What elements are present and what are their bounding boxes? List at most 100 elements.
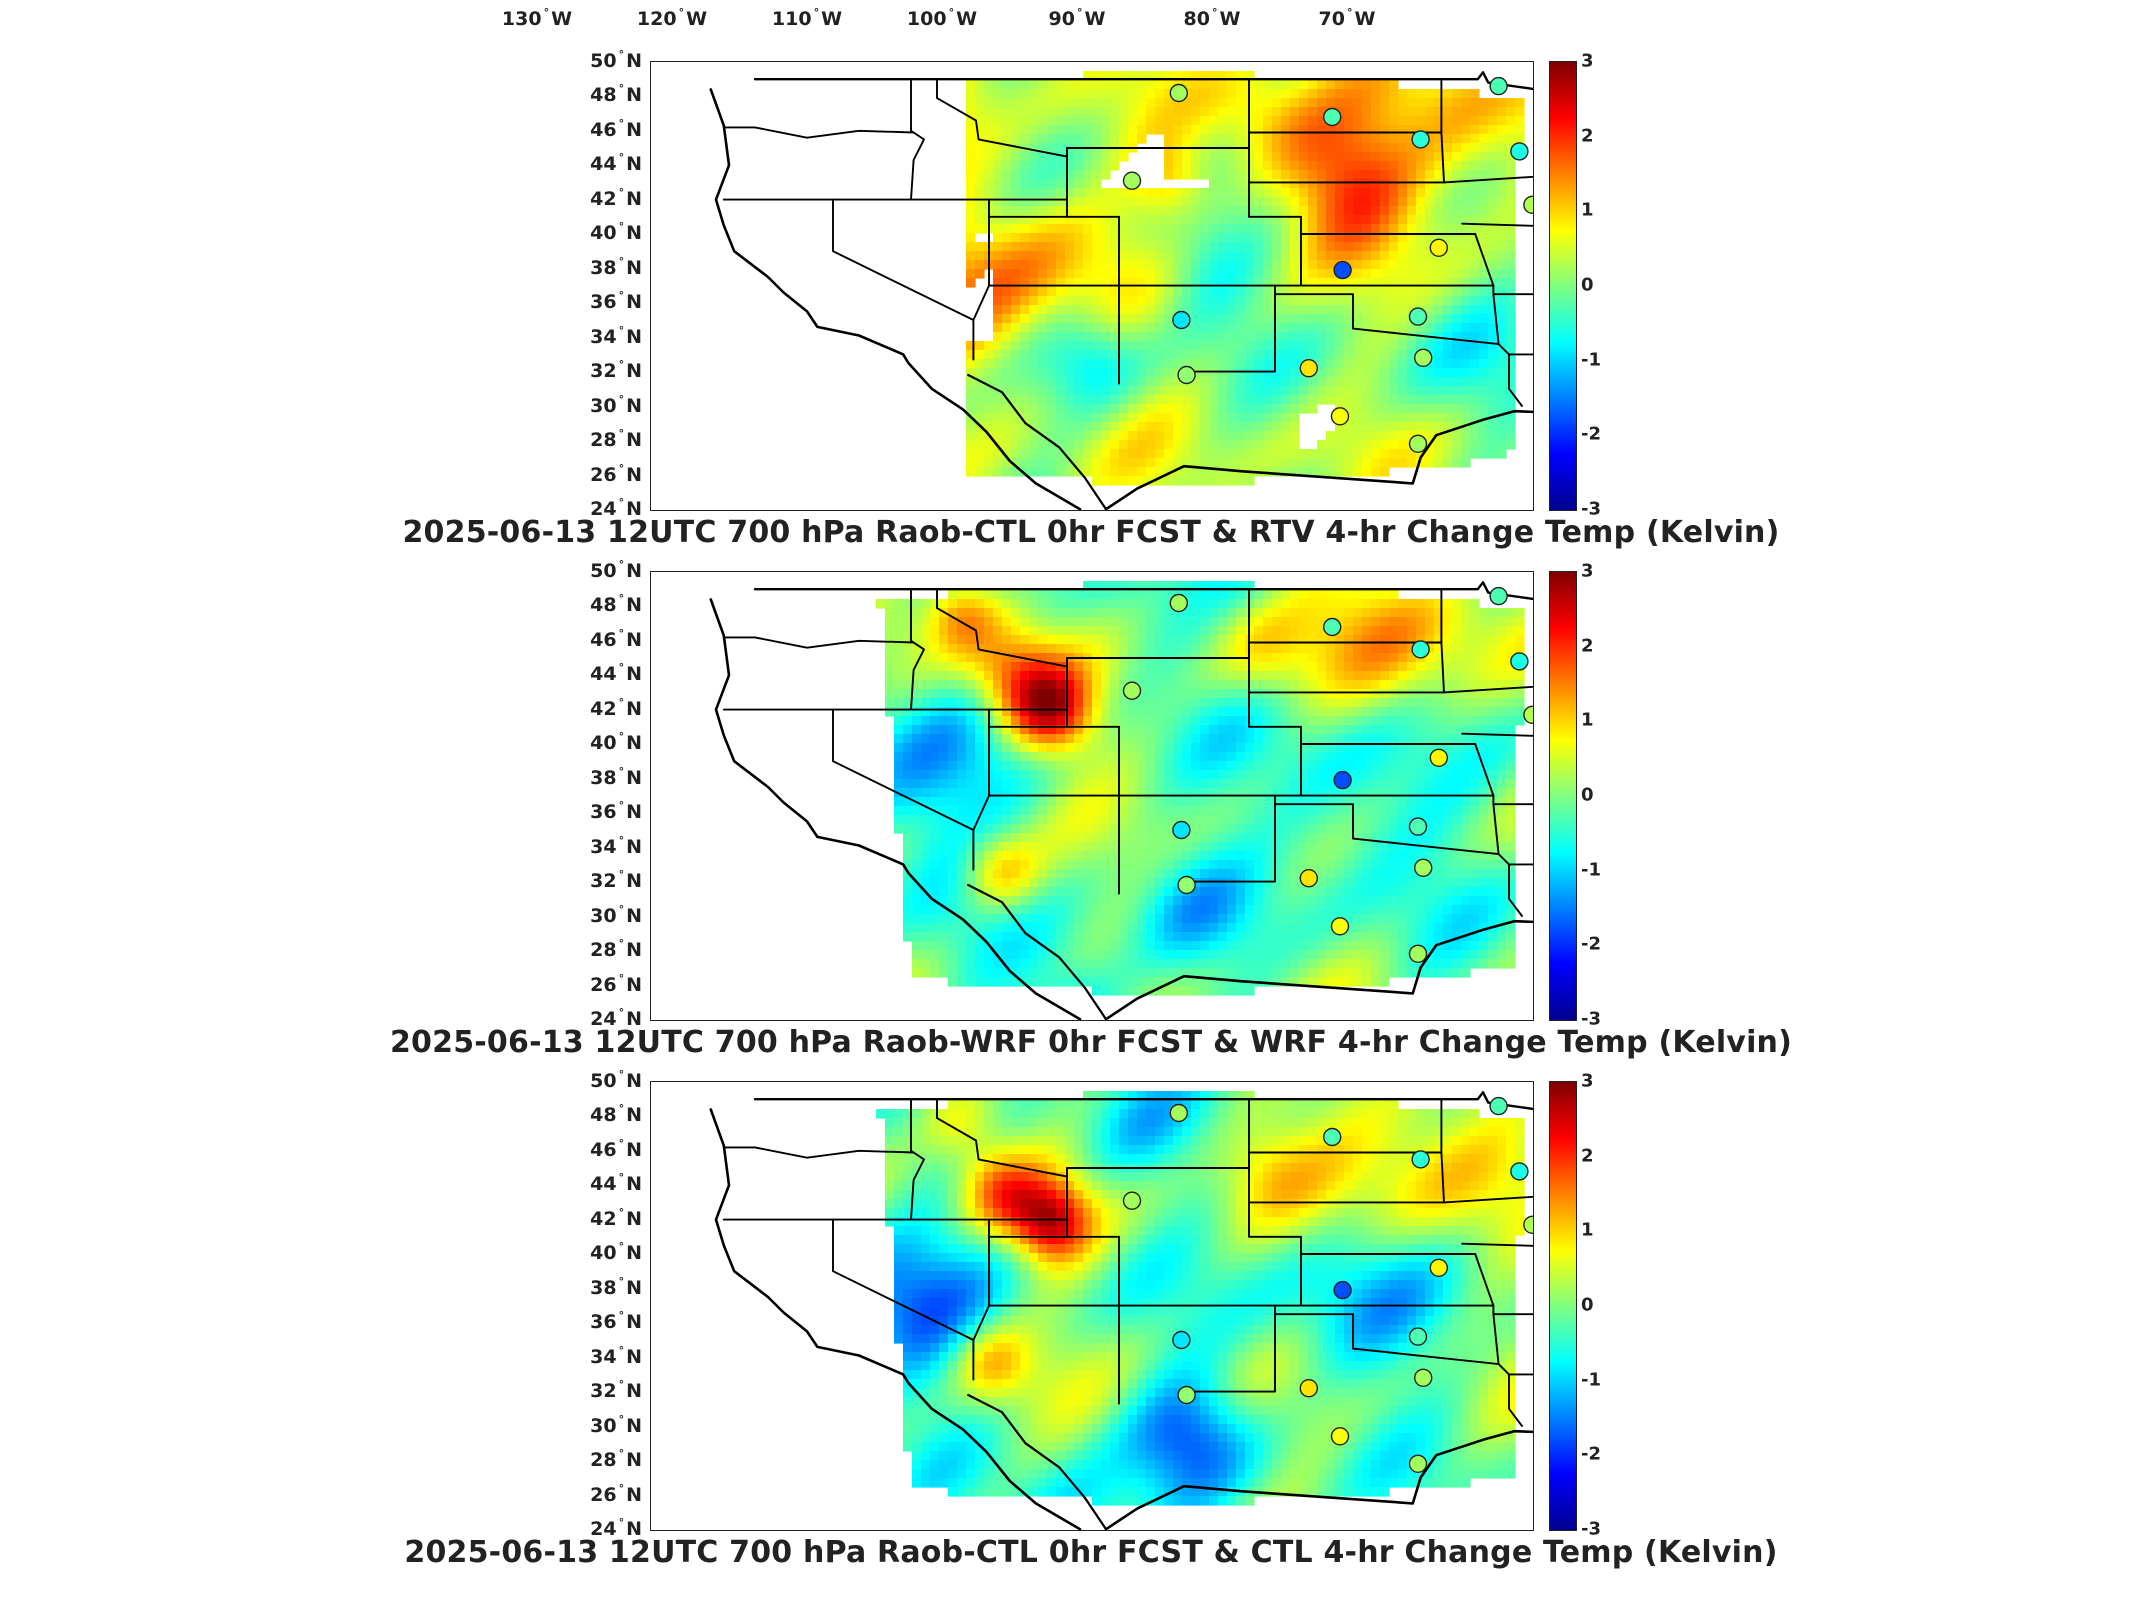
- raob-station-marker: [1510, 652, 1529, 671]
- lat-label-value: 26: [590, 973, 617, 996]
- raob-station-marker: [1489, 1096, 1508, 1116]
- lat-label-value: 32: [590, 360, 617, 383]
- map-panel-2: [650, 571, 1534, 1021]
- raob-station-marker: [1169, 593, 1188, 613]
- lat-label-value: 24: [590, 1518, 617, 1540]
- lat-label-value: 24: [590, 498, 617, 520]
- lat-label-degree-symbol: °: [618, 799, 625, 813]
- lat-label-degree-symbol: °: [618, 427, 625, 441]
- lat-label-34: 34 ° N: [572, 834, 642, 858]
- lat-label-24: 24 ° N: [572, 1006, 642, 1030]
- lat-label-44: 44 ° N: [572, 151, 642, 175]
- lat-label-32: 32 ° N: [572, 358, 642, 383]
- baja-coastline: [967, 373, 1108, 510]
- lon-label-hemisphere: W: [956, 8, 978, 30]
- lat-label-hemisphere: N: [626, 84, 642, 107]
- lat-label-28: 28 ° N: [572, 427, 642, 451]
- lat-label-38: 38 ° N: [572, 765, 642, 789]
- raob-stations: [1122, 1096, 1533, 1473]
- state-boundary: [910, 588, 925, 711]
- lat-label-value: 38: [590, 766, 617, 789]
- raob-station-marker: [1323, 1127, 1342, 1147]
- lat-label-hemisphere: N: [626, 1483, 642, 1506]
- lat-label-30: 30 ° N: [572, 1412, 642, 1437]
- lat-label-degree-symbol: °: [618, 661, 625, 675]
- lat-label-value: 50: [590, 560, 617, 582]
- state-boundary: [722, 126, 915, 139]
- lat-label-hemisphere: N: [626, 766, 642, 789]
- lat-label-value: 46: [590, 118, 617, 141]
- lat-label-32: 32 ° N: [572, 1378, 642, 1403]
- lat-label-degree-symbol: °: [618, 1171, 625, 1185]
- lat-label-value: 46: [590, 1138, 617, 1161]
- raob-station-marker: [1408, 434, 1428, 453]
- lat-label-hemisphere: N: [626, 732, 642, 755]
- lat-label-degree-symbol: °: [618, 1068, 625, 1081]
- raob-station-marker: [1411, 130, 1430, 149]
- raob-station-marker: [1414, 1368, 1433, 1387]
- colorbar-tick-label: -3: [1581, 1008, 1601, 1030]
- state-boundary: [1474, 743, 1523, 917]
- lat-label-value: 32: [590, 1380, 617, 1403]
- lat-label-48: 48 ° N: [572, 1102, 642, 1127]
- lat-label-hemisphere: N: [626, 801, 642, 824]
- state-boundary: [1461, 222, 1533, 227]
- lat-label-value: 36: [590, 1311, 617, 1334]
- lon-label-value: 100: [906, 8, 947, 30]
- lat-label-hemisphere: N: [626, 1070, 642, 1092]
- lat-label-hemisphere: N: [626, 1276, 642, 1299]
- lon-label-degree-symbol: °: [948, 6, 955, 19]
- colorbar-tick-label: 1: [1581, 199, 1594, 221]
- raob-station-marker: [1408, 1454, 1428, 1473]
- lat-label-hemisphere: N: [626, 1311, 642, 1334]
- raob-station-marker: [1411, 1150, 1430, 1169]
- colorbar-1: [1549, 61, 1577, 511]
- lat-label-value: 46: [590, 628, 617, 651]
- state-boundary: [1440, 1151, 1445, 1204]
- lat-label-38: 38 ° N: [572, 1274, 642, 1299]
- lat-label-value: 44: [590, 1173, 617, 1196]
- lat-label-degree-symbol: °: [618, 1412, 625, 1426]
- state-boundary: [910, 78, 925, 201]
- raob-station-marker: [1172, 1330, 1191, 1350]
- country-border: [753, 581, 1533, 601]
- lat-label-hemisphere: N: [626, 1138, 642, 1161]
- raob-station-marker: [1169, 1103, 1188, 1123]
- lat-label-36: 36 ° N: [572, 289, 642, 313]
- lat-label-34: 34 ° N: [572, 1344, 642, 1368]
- raob-station-marker: [1523, 1215, 1533, 1234]
- lat-label-hemisphere: N: [626, 594, 642, 617]
- lat-label-46: 46 ° N: [572, 117, 642, 141]
- lat-label-degree-symbol: °: [618, 323, 625, 337]
- map-outlines: [709, 581, 1533, 1020]
- lat-label-value: 36: [590, 801, 617, 824]
- lat-label-degree-symbol: °: [618, 48, 625, 61]
- lat-label-degree-symbol: °: [618, 592, 625, 606]
- lat-label-degree-symbol: °: [618, 1274, 625, 1288]
- temperature-change-map: [709, 581, 1533, 1020]
- colorbar-tick-label: 1: [1581, 1219, 1594, 1241]
- lat-label-value: 50: [590, 50, 617, 72]
- colorbar-tick-label: 1: [1581, 709, 1594, 731]
- lon-label-value: 120: [636, 8, 677, 30]
- lat-label-value: 26: [590, 463, 617, 486]
- lat-label-hemisphere: N: [626, 1414, 642, 1437]
- temperature-field: [876, 581, 1525, 996]
- colorbar-tick-label: 2: [1581, 1145, 1594, 1167]
- lon-label-degree-symbol: °: [813, 6, 820, 19]
- lat-label-value: 42: [590, 1207, 617, 1230]
- lat-label-value: 48: [590, 1104, 617, 1127]
- colorbar-tick-label: 0: [1581, 274, 1594, 296]
- baja-coastline: [967, 883, 1108, 1020]
- lat-label-hemisphere: N: [626, 222, 642, 245]
- raob-station-marker: [1177, 875, 1196, 895]
- lat-label-degree-symbol: °: [618, 1447, 625, 1461]
- colorbar-tick-label: 2: [1581, 635, 1594, 657]
- lat-label-hemisphere: N: [626, 1242, 642, 1265]
- lat-label-hemisphere: N: [626, 394, 642, 417]
- lat-label-degree-symbol: °: [618, 1006, 625, 1019]
- lat-label-hemisphere: N: [626, 973, 642, 996]
- lat-label-30: 30 ° N: [572, 393, 642, 417]
- lat-label-hemisphere: N: [626, 1518, 642, 1540]
- raob-station-marker: [1122, 1191, 1142, 1210]
